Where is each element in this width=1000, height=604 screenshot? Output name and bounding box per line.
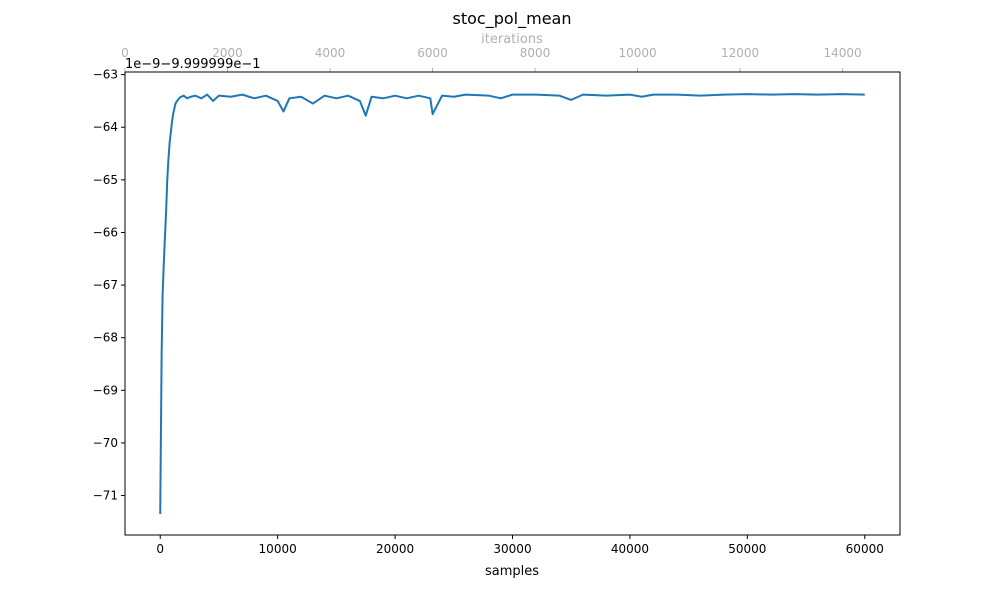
y-tick-label: −68 <box>93 331 118 345</box>
x-tick-label: 10000 <box>259 542 297 556</box>
secondary-x-tick-label: 8000 <box>520 46 551 60</box>
x-tick-label: 50000 <box>728 542 766 556</box>
y-tick-label: −63 <box>93 68 118 82</box>
secondary-x-tick-label: 6000 <box>417 46 448 60</box>
plot-area-frame <box>124 71 901 536</box>
x-tick-label: 30000 <box>493 542 531 556</box>
secondary-x-tick-label: 14000 <box>823 46 861 60</box>
secondary-x-tick-label: 2000 <box>212 46 243 60</box>
y-tick-label: −69 <box>93 383 118 397</box>
y-axis-offset-label: 1e−9−9.999999e−1 <box>125 57 261 72</box>
x-tick-label: 0 <box>156 542 164 556</box>
y-tick-label: −66 <box>93 225 118 239</box>
y-tick-label: −65 <box>93 173 118 187</box>
x-tick-label: 20000 <box>376 542 414 556</box>
secondary-x-tick-label: 10000 <box>618 46 656 60</box>
y-tick-label: −70 <box>93 436 118 450</box>
y-tick-label: −71 <box>93 489 118 503</box>
series-line-1 <box>159 93 865 514</box>
secondary-x-axis: 0 2000 4000 6000 8000 10000 12000 14000 <box>121 46 862 72</box>
chart-title: stoc_pol_mean <box>453 9 572 29</box>
x-tick-label: 60000 <box>846 542 884 556</box>
x-axis-label: samples <box>485 564 539 579</box>
y-tick-label: −64 <box>93 120 118 134</box>
x-axis: 0 10000 20000 30000 40000 50000 60000 <box>156 535 884 556</box>
secondary-x-tick-label: 12000 <box>721 46 759 60</box>
secondary-x-tick-label: 0 <box>121 46 129 60</box>
y-axis: −71 −70 −69 −68 −67 −66 −65 −64 −63 <box>93 68 125 503</box>
y-tick-label: −67 <box>93 278 118 292</box>
x-tick-label: 40000 <box>611 542 649 556</box>
secondary-x-tick-label: 4000 <box>315 46 346 60</box>
series-layer <box>159 93 865 514</box>
secondary-x-axis-label: iterations <box>481 32 543 47</box>
